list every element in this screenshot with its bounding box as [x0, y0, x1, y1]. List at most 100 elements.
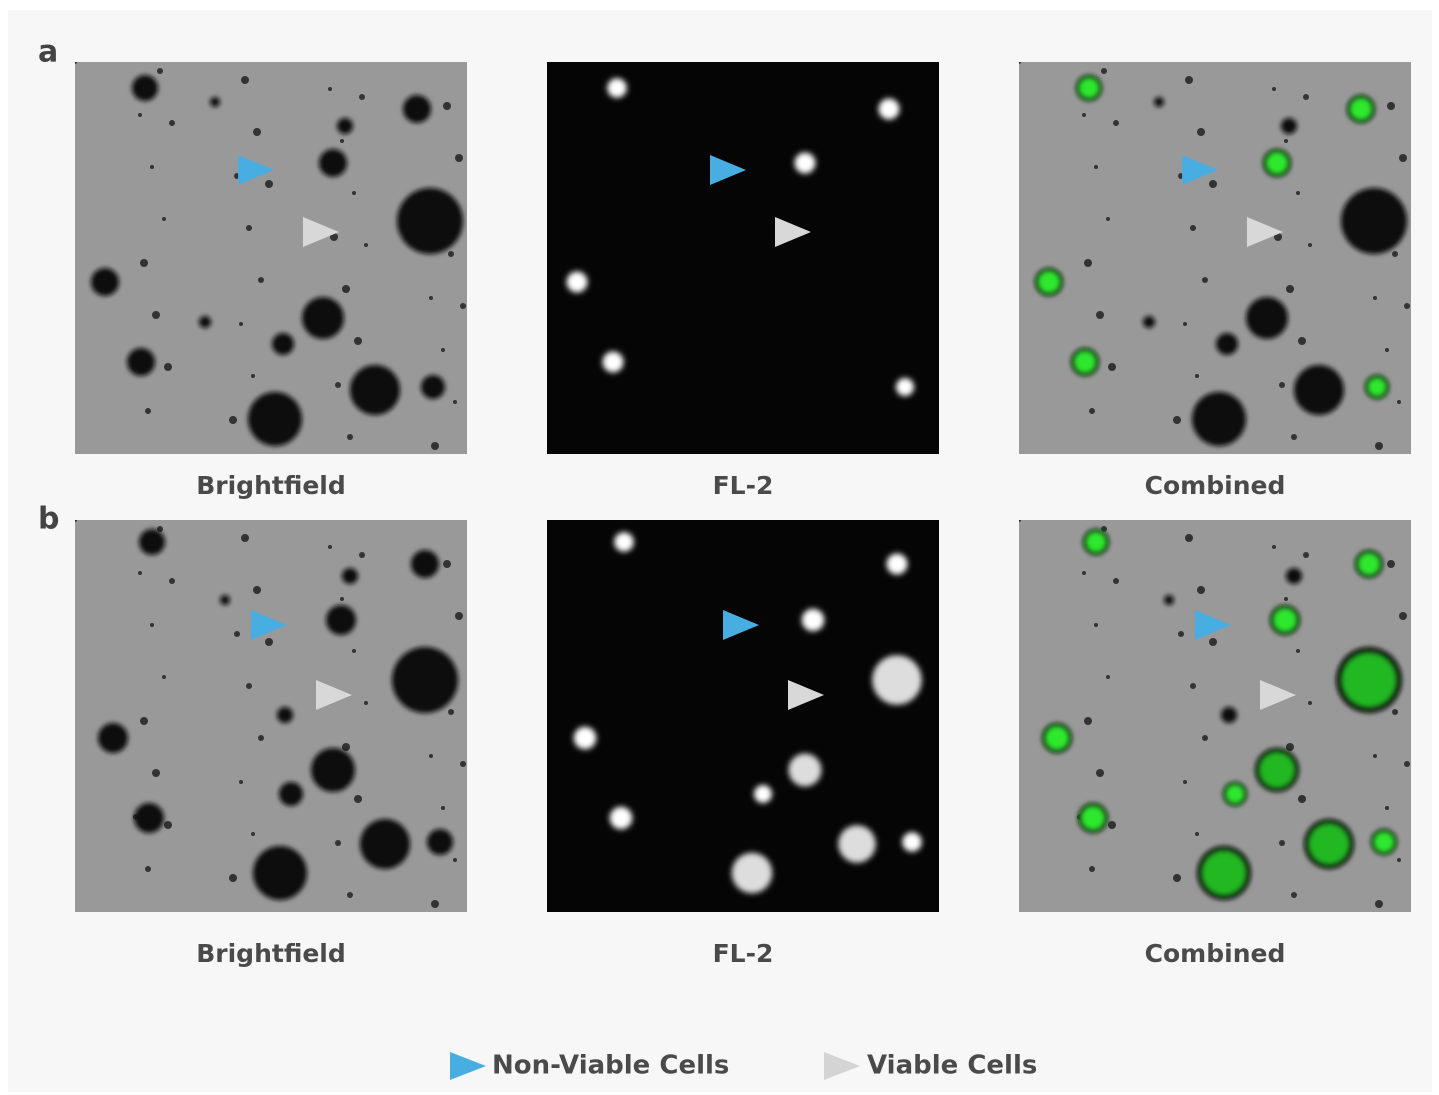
- debris: [258, 277, 264, 283]
- cell: [788, 753, 822, 787]
- debris: [1303, 94, 1309, 100]
- cell: [91, 268, 119, 296]
- legend-label: Non-Viable Cells: [492, 1051, 729, 1081]
- debris: [145, 866, 151, 872]
- debris: [1385, 348, 1389, 352]
- image-bg: [1019, 62, 1411, 454]
- micrograph: [75, 62, 467, 454]
- cell: [573, 726, 597, 750]
- cell: [403, 95, 431, 123]
- cell-green: [1077, 76, 1101, 100]
- cell: [277, 707, 293, 723]
- cell-green: [1349, 97, 1373, 121]
- debris: [1397, 858, 1401, 862]
- debris: [335, 382, 341, 388]
- arrow-viable: [775, 217, 811, 247]
- cell: [311, 748, 355, 792]
- debris: [1387, 560, 1395, 568]
- debris: [1089, 866, 1095, 872]
- debris: [229, 874, 237, 882]
- debris: [265, 638, 273, 646]
- debris: [138, 571, 142, 575]
- cell: [602, 351, 624, 373]
- debris: [1183, 780, 1187, 784]
- arrow-nonviable: [723, 610, 759, 640]
- cell: [360, 819, 410, 869]
- debris: [169, 578, 175, 584]
- debris: [1190, 225, 1196, 231]
- debris: [460, 761, 466, 767]
- cell: [1164, 595, 1174, 605]
- debris: [1084, 259, 1092, 267]
- debris: [145, 408, 151, 414]
- debris: [1195, 832, 1199, 836]
- cell: [127, 348, 155, 376]
- debris: [1298, 795, 1306, 803]
- arrow-viable: [1247, 217, 1283, 247]
- debris: [1178, 631, 1184, 637]
- debris: [1082, 113, 1086, 117]
- debris: [1173, 874, 1181, 882]
- debris: [234, 631, 240, 637]
- debris: [352, 191, 356, 195]
- debris: [140, 259, 148, 267]
- cell: [342, 568, 358, 584]
- debris: [1392, 709, 1398, 715]
- debris: [75, 62, 77, 64]
- caption: Brightfield: [196, 939, 346, 968]
- legend-marker: [450, 1052, 486, 1080]
- debris: [1387, 102, 1395, 110]
- debris: [162, 217, 166, 221]
- caption: Combined: [1145, 939, 1286, 968]
- cell: [609, 806, 633, 830]
- cell-green: [1080, 805, 1106, 831]
- cell: [1143, 316, 1155, 328]
- debris: [251, 374, 255, 378]
- debris: [342, 743, 350, 751]
- debris: [1195, 374, 1199, 378]
- cell: [1246, 297, 1288, 339]
- debris: [330, 233, 338, 241]
- debris: [1296, 649, 1300, 653]
- cell: [794, 152, 816, 174]
- cell: [279, 782, 303, 806]
- debris: [429, 296, 433, 300]
- micrograph: [1019, 520, 1411, 912]
- debris: [253, 128, 261, 136]
- debris: [1286, 743, 1294, 751]
- debris: [1094, 623, 1098, 627]
- debris: [1096, 769, 1104, 777]
- cell: [421, 375, 445, 399]
- debris: [1094, 165, 1098, 169]
- cell-green: [1037, 270, 1061, 294]
- cell: [132, 75, 158, 101]
- arrow-nonviable: [1182, 155, 1218, 185]
- cell-green: [1272, 607, 1298, 633]
- cell: [253, 846, 307, 900]
- cell-green: [1084, 530, 1108, 554]
- cell: [878, 98, 900, 120]
- debris: [1404, 303, 1410, 309]
- cell: [1294, 365, 1344, 415]
- debris: [1279, 840, 1285, 846]
- legend-label: Viable Cells: [867, 1051, 1037, 1081]
- cell: [886, 553, 908, 575]
- cell: [392, 647, 458, 713]
- cell: [614, 532, 634, 552]
- debris: [138, 113, 142, 117]
- debris: [340, 139, 344, 143]
- debris: [359, 552, 365, 558]
- cell: [1286, 568, 1302, 584]
- debris: [1274, 233, 1282, 241]
- debris: [328, 87, 332, 91]
- cell: [1192, 392, 1246, 446]
- debris: [239, 322, 243, 326]
- debris: [253, 586, 261, 594]
- debris: [164, 821, 172, 829]
- debris: [1272, 87, 1276, 91]
- cell-green: [1224, 783, 1246, 805]
- debris: [1106, 675, 1110, 679]
- debris: [1190, 683, 1196, 689]
- debris: [1101, 68, 1107, 74]
- debris: [453, 400, 457, 404]
